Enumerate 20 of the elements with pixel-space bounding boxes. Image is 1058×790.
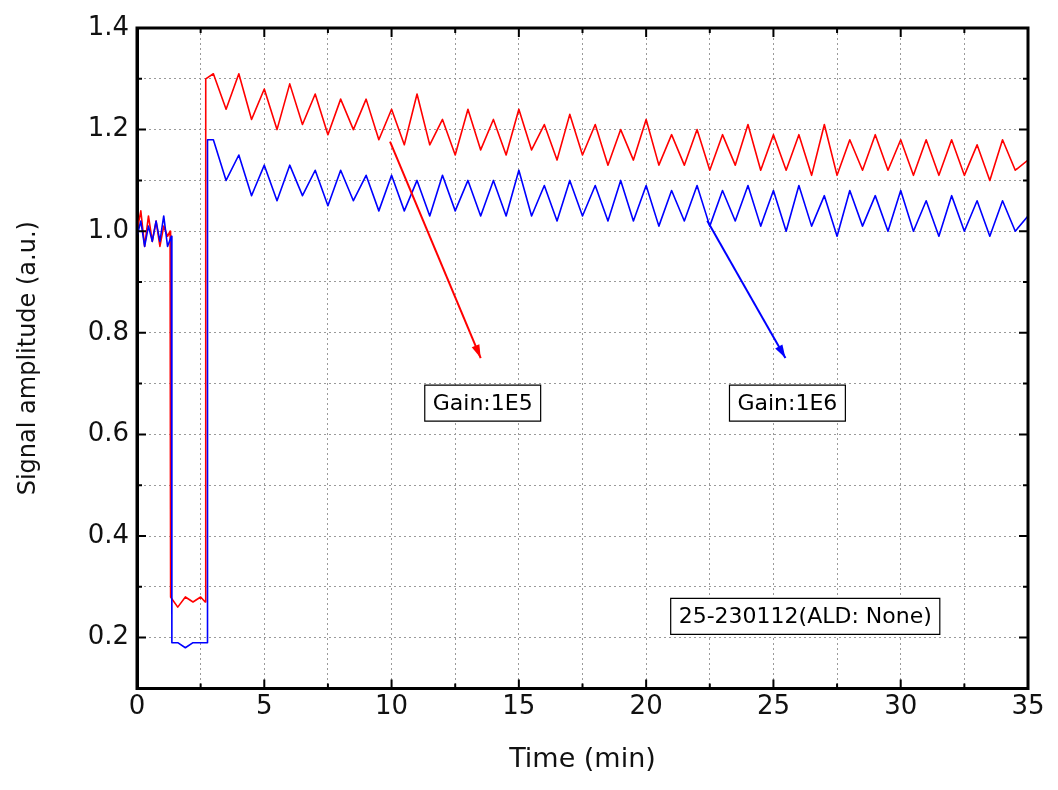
annotation: Gain:1E6	[737, 389, 838, 415]
x-tick-label: 15	[502, 689, 536, 720]
x-tick-label: 5	[256, 689, 273, 720]
y-axis-title: Signal amplitude (a.u.)	[12, 221, 41, 496]
y-tick-label: 0.8	[87, 315, 129, 346]
y-tick-label: 0.4	[87, 518, 129, 549]
y-tick-label: 1.4	[87, 10, 129, 41]
x-tick-label: 20	[629, 689, 663, 720]
x-tick-label: 30	[884, 689, 918, 720]
y-tick-label: 1.0	[87, 213, 129, 244]
x-axis-title: Time (min)	[508, 741, 656, 773]
annotation: 25-230112(ALD: None)	[678, 603, 932, 629]
y-tick-label: 1.2	[87, 112, 129, 143]
y-tick-label: 0.6	[87, 417, 129, 448]
x-tick-label: 35	[1011, 689, 1045, 720]
x-tick-label: 0	[128, 689, 146, 720]
y-tick-label: 0.2	[87, 620, 129, 651]
x-tick-label: 25	[756, 689, 790, 720]
annotation: Gain:1E5	[432, 389, 533, 415]
x-tick-label: 10	[375, 689, 409, 720]
